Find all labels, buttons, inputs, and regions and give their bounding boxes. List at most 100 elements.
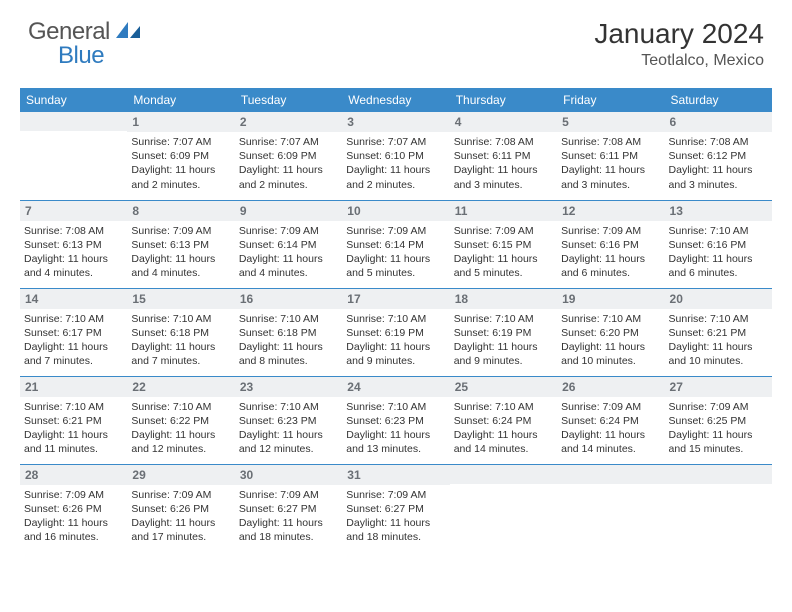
daylight-line: Daylight: 11 hours and 18 minutes. bbox=[239, 516, 338, 544]
sunrise-line: Sunrise: 7:08 AM bbox=[24, 224, 123, 238]
sunrise-line: Sunrise: 7:09 AM bbox=[346, 488, 445, 502]
daylight-line: Daylight: 11 hours and 3 minutes. bbox=[669, 163, 768, 191]
sunrise-line: Sunrise: 7:10 AM bbox=[24, 400, 123, 414]
day-number: 20 bbox=[665, 289, 772, 309]
day-number: 5 bbox=[557, 112, 664, 132]
week-row: 7Sunrise: 7:08 AMSunset: 6:13 PMDaylight… bbox=[20, 200, 772, 288]
day-cell: 6Sunrise: 7:08 AMSunset: 6:12 PMDaylight… bbox=[665, 112, 772, 200]
sunset-line: Sunset: 6:14 PM bbox=[346, 238, 445, 252]
week-row: 14Sunrise: 7:10 AMSunset: 6:17 PMDayligh… bbox=[20, 288, 772, 376]
day-number: 10 bbox=[342, 201, 449, 221]
brand-logo: General Blue bbox=[28, 18, 142, 46]
sunset-line: Sunset: 6:22 PM bbox=[131, 414, 230, 428]
day-number: 17 bbox=[342, 289, 449, 309]
day-number: 30 bbox=[235, 465, 342, 485]
header: General Blue January 2024 Teotlalco, Mex… bbox=[0, 0, 792, 80]
day-number: 4 bbox=[450, 112, 557, 132]
day-cell: 7Sunrise: 7:08 AMSunset: 6:13 PMDaylight… bbox=[20, 200, 127, 288]
day-number: 14 bbox=[20, 289, 127, 309]
page-title: January 2024 bbox=[594, 18, 764, 50]
week-row: 1 Sunrise: 7:07 AM Sunset: 6:09 PM Daylight… bbox=[20, 112, 772, 200]
sunrise-line: Sunrise: 7:10 AM bbox=[131, 312, 230, 326]
daylight-line: Daylight: 11 hours and 16 minutes. bbox=[24, 516, 123, 544]
sunset-line: Sunset: 6:23 PM bbox=[346, 414, 445, 428]
sunrise-line: Sunrise: 7:10 AM bbox=[669, 224, 768, 238]
day-number: 22 bbox=[127, 377, 234, 397]
day-cell: 15 Sunrise: 7:10 AMSunset: 6:18 PMDayligh… bbox=[127, 288, 234, 376]
sunset-line: Sunset: 6:18 PM bbox=[131, 326, 230, 340]
day-number: 21 bbox=[20, 377, 127, 397]
day-number: 18 bbox=[450, 289, 557, 309]
sunrise-line: Sunrise: 7:09 AM bbox=[24, 488, 123, 502]
daylight-line: Daylight: 11 hours and 7 minutes. bbox=[131, 340, 230, 368]
day-cell: 30Sunrise: 7:09 AMSunset: 6:27 PMDayligh… bbox=[235, 464, 342, 552]
sunset-line: Sunset: 6:19 PM bbox=[454, 326, 553, 340]
sunrise-line: Sunrise: 7:09 AM bbox=[561, 400, 660, 414]
daylight-line: Daylight: 11 hours and 2 minutes. bbox=[346, 163, 445, 191]
daylight-line: Daylight: 11 hours and 14 minutes. bbox=[454, 428, 553, 456]
sunrise-line: Sunrise: 7:07 AM bbox=[346, 135, 445, 149]
day-number: 27 bbox=[665, 377, 772, 397]
day-cell bbox=[450, 464, 557, 552]
day-number: 26 bbox=[557, 377, 664, 397]
day-cell bbox=[20, 112, 127, 200]
day-cell: 17Sunrise: 7:10 AMSunset: 6:19 PMDayligh… bbox=[342, 288, 449, 376]
daylight-line: Daylight: 11 hours and 6 minutes. bbox=[669, 252, 768, 280]
sunset-line: Sunset: 6:23 PM bbox=[239, 414, 338, 428]
day-cell: 21Sunrise: 7:10 AMSunset: 6:21 PMDayligh… bbox=[20, 376, 127, 464]
dow-thursday: Thursday bbox=[450, 88, 557, 112]
dow-row: Sunday Monday Tuesday Wednesday Thursday… bbox=[20, 88, 772, 112]
sunrise-line: Sunrise: 7:08 AM bbox=[561, 135, 660, 149]
daylight-line: Daylight: 11 hours and 2 minutes. bbox=[239, 163, 338, 191]
day-number: 28 bbox=[20, 465, 127, 485]
day-cell bbox=[557, 464, 664, 552]
sunset-line: Sunset: 6:16 PM bbox=[561, 238, 660, 252]
day-cell: 19Sunrise: 7:10 AMSunset: 6:20 PMDayligh… bbox=[557, 288, 664, 376]
day-number: 23 bbox=[235, 377, 342, 397]
day-number: 1 bbox=[127, 112, 234, 132]
day-number: 9 bbox=[235, 201, 342, 221]
daylight-line: Daylight: 11 hours and 11 minutes. bbox=[24, 428, 123, 456]
day-number: 31 bbox=[342, 465, 449, 485]
sunset-line: Sunset: 6:24 PM bbox=[561, 414, 660, 428]
sunrise-line: Sunrise: 7:09 AM bbox=[454, 224, 553, 238]
daylight-line: Daylight: 11 hours and 8 minutes. bbox=[239, 340, 338, 368]
daylight-line: Daylight: 11 hours and 9 minutes. bbox=[454, 340, 553, 368]
sunset-line: Sunset: 6:09 PM bbox=[131, 149, 230, 163]
day-number: 6 bbox=[665, 112, 772, 132]
dow-tuesday: Tuesday bbox=[235, 88, 342, 112]
sunrise-line: Sunrise: 7:10 AM bbox=[24, 312, 123, 326]
day-cell bbox=[665, 464, 772, 552]
daylight-line: Daylight: 11 hours and 7 minutes. bbox=[24, 340, 123, 368]
dow-friday: Friday bbox=[557, 88, 664, 112]
day-cell: 9 Sunrise: 7:09 AMSunset: 6:14 PMDaylight… bbox=[235, 200, 342, 288]
sunset-line: Sunset: 6:17 PM bbox=[24, 326, 123, 340]
day-cell: 18Sunrise: 7:10 AMSunset: 6:19 PMDayligh… bbox=[450, 288, 557, 376]
sunset-line: Sunset: 6:18 PM bbox=[239, 326, 338, 340]
day-number: 25 bbox=[450, 377, 557, 397]
sunrise-line: Sunrise: 7:10 AM bbox=[561, 312, 660, 326]
day-number: 15 bbox=[127, 289, 234, 309]
day-cell: 20Sunrise: 7:10 AMSunset: 6:21 PMDayligh… bbox=[665, 288, 772, 376]
sunset-line: Sunset: 6:20 PM bbox=[561, 326, 660, 340]
day-cell: 25Sunrise: 7:10 AMSunset: 6:24 PMDayligh… bbox=[450, 376, 557, 464]
sunset-line: Sunset: 6:14 PM bbox=[239, 238, 338, 252]
dow-monday: Monday bbox=[127, 88, 234, 112]
day-number: 3 bbox=[342, 112, 449, 132]
sunrise-line: Sunrise: 7:08 AM bbox=[669, 135, 768, 149]
daylight-line: Daylight: 11 hours and 12 minutes. bbox=[131, 428, 230, 456]
title-block: January 2024 Teotlalco, Mexico bbox=[594, 18, 764, 70]
sunset-line: Sunset: 6:27 PM bbox=[239, 502, 338, 516]
calendar-table: Sunday Monday Tuesday Wednesday Thursday… bbox=[20, 88, 772, 552]
sunrise-line: Sunrise: 7:09 AM bbox=[239, 224, 338, 238]
dow-wednesday: Wednesday bbox=[342, 88, 449, 112]
day-number: 16 bbox=[235, 289, 342, 309]
sunset-line: Sunset: 6:25 PM bbox=[669, 414, 768, 428]
day-number: 24 bbox=[342, 377, 449, 397]
sunrise-line: Sunrise: 7:09 AM bbox=[131, 224, 230, 238]
daylight-line: Daylight: 11 hours and 4 minutes. bbox=[239, 252, 338, 280]
sunrise-line: Sunrise: 7:07 AM bbox=[239, 135, 338, 149]
sunset-line: Sunset: 6:26 PM bbox=[131, 502, 230, 516]
sunrise-line: Sunrise: 7:10 AM bbox=[346, 400, 445, 414]
daylight-line: Daylight: 11 hours and 5 minutes. bbox=[454, 252, 553, 280]
